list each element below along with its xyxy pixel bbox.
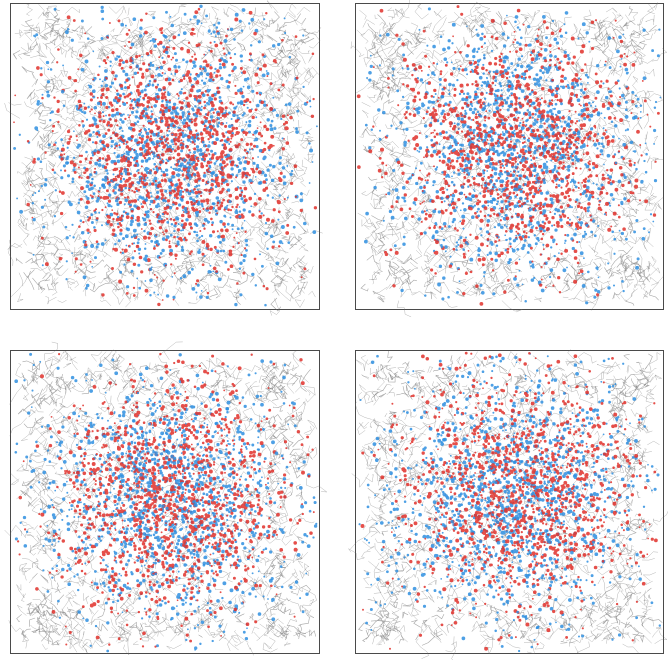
simulation-snapshot-top-left [4, 0, 323, 316]
blue-particles-front [32, 19, 311, 300]
panel-bottom-left [4, 341, 328, 656]
simulation-snapshot-bottom-right [348, 349, 668, 660]
red-particles [356, 5, 660, 306]
blue-particles [363, 7, 662, 305]
panel-top-right [350, 0, 668, 318]
simulation-snapshot-bottom-left [4, 341, 328, 656]
fiber-network [348, 349, 668, 660]
red-particles [360, 351, 658, 651]
blue-particles-front [366, 361, 647, 649]
simulation-snapshot-top-right [350, 0, 668, 318]
panel-top-left [4, 0, 323, 316]
panel-bottom-right [348, 349, 668, 660]
